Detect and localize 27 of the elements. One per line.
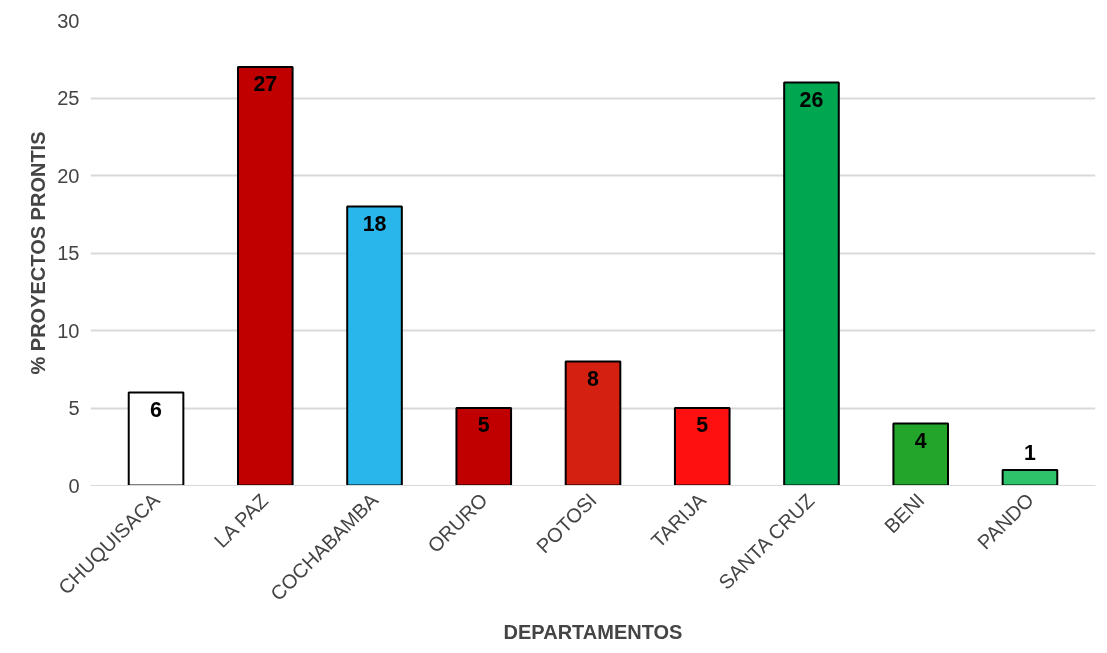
x-axis-title: DEPARTAMENTOS: [503, 620, 683, 643]
data-label: 5: [477, 413, 490, 438]
data-label: 1: [1024, 441, 1037, 466]
data-label: 18: [362, 211, 387, 236]
bar: [236, 66, 294, 486]
data-label: 5: [696, 413, 709, 438]
bar: [892, 422, 950, 486]
data-label: 6: [150, 397, 163, 422]
y-tick-label: 5: [68, 397, 80, 419]
y-tick-label: 15: [57, 242, 80, 264]
bar: [1001, 469, 1059, 486]
bar: [564, 360, 622, 486]
bar: [673, 407, 731, 486]
data-label: 26: [799, 87, 824, 112]
y-tick-label: 10: [57, 319, 80, 342]
y-tick-label: 25: [57, 87, 80, 109]
data-label: 27: [253, 72, 278, 97]
data-label: 8: [587, 366, 600, 391]
data-label: 4: [914, 428, 927, 453]
y-tick-label: 0: [68, 474, 80, 497]
bar: [455, 407, 513, 486]
y-tick-label: 20: [57, 164, 80, 187]
y-axis-title: % PROYECTOS PRONTIS: [27, 131, 50, 375]
bar: [346, 205, 403, 486]
bar: [127, 391, 185, 486]
bar: [783, 81, 840, 486]
y-tick-label: 30: [57, 9, 80, 32]
